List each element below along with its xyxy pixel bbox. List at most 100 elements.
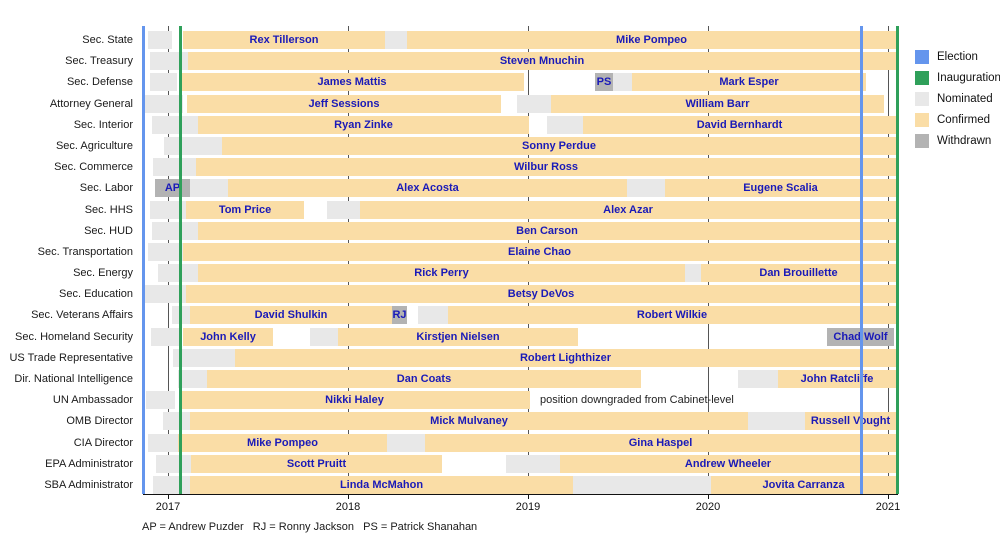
election-line	[142, 26, 145, 494]
bar-segment-nominated	[150, 52, 188, 71]
bar-segment-nominated	[173, 348, 235, 367]
legend-label: Withdrawn	[937, 135, 992, 147]
bar-segment-confirmed	[183, 31, 385, 49]
row-label: Sec. Commerce	[54, 161, 133, 174]
row-label: Attorney General	[49, 97, 133, 110]
row-label: Sec. Interior	[73, 118, 133, 131]
bar-label: Robert Wilkie	[636, 309, 708, 322]
row-label: Sec. Education	[59, 288, 133, 301]
inauguration-line	[896, 26, 899, 494]
bar-segment-nominated	[310, 327, 338, 346]
row-label: Sec. Transportation	[37, 245, 133, 258]
bar-label: Scott Pruitt	[286, 457, 347, 470]
bar-segment-confirmed	[222, 136, 896, 155]
bar-label: Rick Perry	[414, 267, 469, 280]
row-label: Sec. Veterans Affairs	[31, 309, 133, 322]
bar-label: Ryan Zinke	[334, 118, 393, 131]
inauguration-line	[179, 26, 182, 494]
bar-segment-confirmed	[186, 285, 896, 304]
bar-label: Jovita Carranza	[762, 478, 845, 491]
legend-label: Election	[937, 51, 978, 63]
bar-segment-confirmed	[235, 348, 896, 367]
bar-segment-confirmed	[186, 200, 304, 219]
bar-segment-confirmed	[448, 306, 896, 325]
bar-label: Russell Vought	[810, 415, 891, 428]
bar-segment-nominated	[148, 31, 172, 49]
x-axis-tick	[168, 494, 169, 499]
bar-label: Betsy DeVos	[507, 288, 575, 301]
bar-segment-confirmed	[190, 412, 748, 431]
row-label: Sec. Homeland Security	[15, 330, 133, 343]
bar-segment-nominated	[153, 158, 196, 177]
bar-segment-nominated	[150, 73, 177, 92]
bar-segment-confirmed	[178, 433, 387, 452]
row-label: Sec. HHS	[84, 203, 133, 216]
row-label: Sec. Agriculture	[55, 139, 133, 152]
bar-label: Alex Azar	[603, 203, 653, 216]
bar-segment-nominated	[738, 370, 778, 389]
bar-label: Elaine Chao	[508, 245, 571, 258]
bar-segment-nominated	[627, 179, 665, 198]
bar-segment-confirmed	[778, 370, 896, 389]
bar-segment-nominated	[158, 264, 198, 283]
footnote: AP = Andrew Puzder RJ = Ronny Jackson PS…	[142, 521, 478, 533]
bar-label: Alex Acosta	[396, 182, 459, 195]
bar-segment-confirmed	[583, 115, 896, 134]
bar-segment-withdrawn	[595, 73, 613, 92]
bar-segment-nominated	[190, 179, 228, 198]
bar-label: Nikki Haley	[325, 394, 384, 407]
legend-item: Election	[915, 50, 1000, 64]
row-label: Sec. Labor	[79, 182, 133, 195]
bar-label: Mike Pompeo	[247, 436, 318, 449]
row-label: EPA Administrator	[45, 457, 133, 470]
bar-segment-nominated	[152, 221, 198, 240]
legend-label: Inauguration	[937, 72, 1000, 84]
bar-segment-nominated	[418, 306, 448, 325]
row-label: SBA Administrator	[44, 478, 133, 491]
legend-item: Confirmed	[915, 113, 1000, 127]
bar-segment-confirmed	[632, 73, 866, 92]
bar-label: Jeff Sessions	[308, 97, 380, 110]
row-label: Sec. Treasury	[65, 55, 133, 68]
legend-item: Withdrawn	[915, 134, 1000, 148]
bar-segment-confirmed	[711, 475, 896, 494]
legend-label: Nominated	[937, 93, 993, 105]
bar-label: John Ratcliffe	[800, 373, 874, 386]
x-axis-line	[143, 494, 898, 495]
legend-item: Nominated	[915, 92, 1000, 106]
bar-segment-withdrawn	[392, 306, 407, 325]
bar-label: Ben Carson	[516, 224, 578, 237]
bar-segment-nominated	[164, 136, 222, 155]
legend-swatch-withdrawn	[915, 134, 929, 148]
bar-label: Mick Mulvaney	[430, 415, 508, 428]
bar-segment-nominated	[153, 475, 190, 494]
bar-segment-confirmed	[360, 200, 896, 219]
bar-label: Dan Coats	[396, 373, 452, 386]
bar-label: Eugene Scalia	[743, 182, 818, 195]
bar-label: Tom Price	[218, 203, 272, 216]
row-label: CIA Director	[73, 436, 133, 449]
bar-label: Wilbur Ross	[513, 161, 579, 174]
bar-segment-confirmed	[179, 391, 530, 410]
bar-label: Mike Pompeo	[616, 34, 687, 46]
row-label: Dir. National Intelligence	[14, 373, 133, 386]
x-axis-tick	[528, 494, 529, 499]
bar-label: Robert Lighthizer	[519, 351, 612, 364]
bar-label: Dan Brouillette	[759, 267, 838, 280]
row-label: Sec. Defense	[66, 76, 133, 89]
bar-label: Linda McMahon	[339, 478, 424, 491]
legend-swatch-confirmed	[915, 113, 929, 127]
bar-segment-confirmed	[190, 475, 573, 494]
bar-label: James Mattis	[317, 76, 387, 89]
bar-segment-nominated	[163, 412, 190, 431]
bar-label: Gina Haspel	[628, 436, 693, 449]
bar-segment-nominated	[573, 475, 711, 494]
bar-segment-nominated	[685, 264, 701, 283]
x-axis-tick-label: 2021	[875, 501, 901, 513]
bar-segment-nominated	[613, 73, 632, 92]
bar-segment-confirmed	[198, 264, 685, 283]
bar-segment-nominated	[547, 115, 583, 134]
row-label: Sec. HUD	[84, 224, 133, 237]
bar-segment-confirmed	[183, 242, 896, 261]
legend-swatch-inauguration	[915, 71, 929, 85]
